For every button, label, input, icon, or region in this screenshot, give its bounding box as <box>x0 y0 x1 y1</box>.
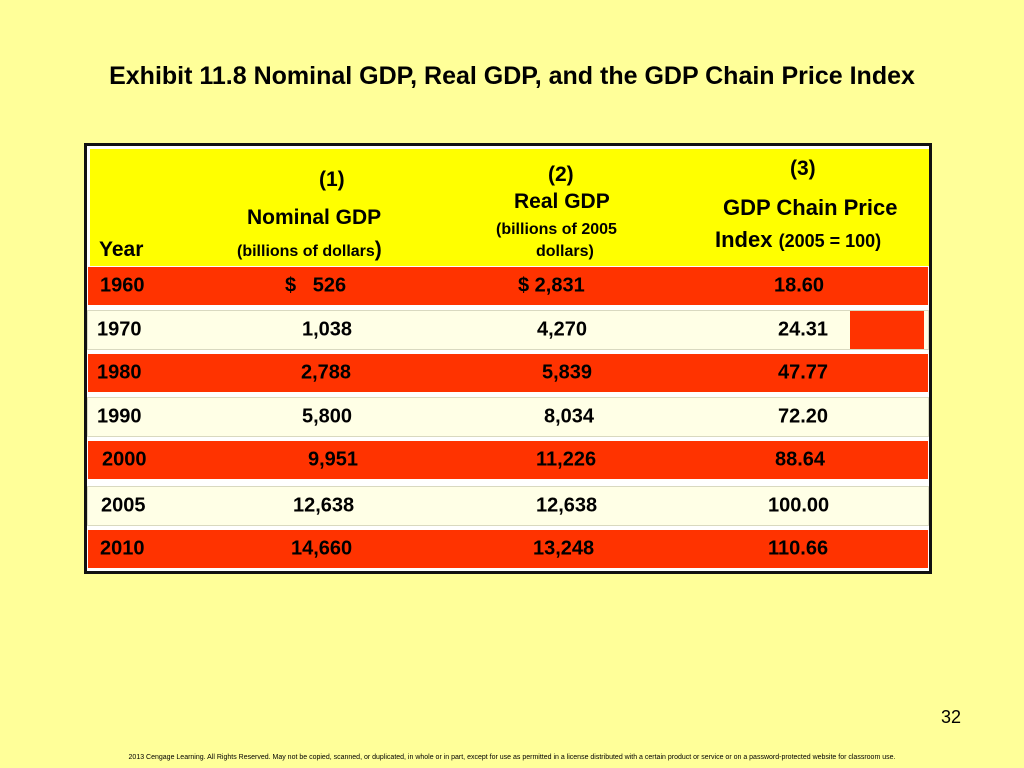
cell-year: 2005 <box>101 494 146 517</box>
cell-real-gdp: 11,226 <box>536 448 597 471</box>
table-row: 2000 9,951 11,226 88.64 <box>87 440 929 480</box>
cell-real-gdp: 5,839 <box>542 361 593 384</box>
cell-year: 1960 <box>100 274 145 297</box>
table-row: 1960 $ 526 $ 2,831 18.60 <box>87 266 929 306</box>
header-col3-number: (3) <box>790 157 816 180</box>
cell-nominal-gdp: 5,800 <box>302 405 353 428</box>
header-col2-unit-line2: dollars) <box>536 243 594 260</box>
cell-price-index: 100.00 <box>768 494 830 517</box>
header-year: Year <box>99 238 144 261</box>
table-row: 1980 2,788 5,839 47.77 <box>87 353 929 393</box>
header-col1-label: Nominal GDP <box>247 206 382 229</box>
cell-price-index: 88.64 <box>775 448 826 471</box>
header-col2-number: (2) <box>548 163 574 186</box>
cell-nominal-gdp: 9,951 <box>308 448 359 471</box>
cell-price-index: 72.20 <box>778 405 829 428</box>
table-row: 2010 14,660 13,248 110.66 <box>87 529 929 569</box>
row-edge-tab <box>850 311 924 349</box>
cell-nominal-gdp: 14,660 <box>291 537 353 560</box>
cell-price-index: 47.77 <box>778 361 829 384</box>
cell-price-index: 24.31 <box>778 318 829 341</box>
table-row: 2005 12,638 12,638 100.00 <box>87 486 929 526</box>
table-header: Year (1) Nominal GDP (billions of dollar… <box>90 149 929 266</box>
header-col2-unit-line1: (billions of 2005 <box>496 221 617 238</box>
table-row: 1990 5,800 8,034 72.20 <box>87 397 929 437</box>
cell-year: 1970 <box>97 318 142 341</box>
header-col2-label: Real GDP <box>514 190 610 213</box>
cell-year: 1990 <box>97 405 142 428</box>
gdp-table: Year (1) Nominal GDP (billions of dollar… <box>84 143 932 574</box>
header-col3-label-line1: GDP Chain Price <box>723 195 898 220</box>
cell-real-gdp: 12,638 <box>536 494 598 517</box>
cell-nominal-gdp: 1,038 <box>302 318 353 341</box>
table-row: 1970 1,038 4,270 24.31 <box>87 310 929 350</box>
cell-real-gdp: 4,270 <box>537 318 588 341</box>
cell-real-gdp: $ 2,831 <box>518 274 585 297</box>
cell-nominal-gdp: 12,638 <box>293 494 355 517</box>
cell-year: 2010 <box>100 537 145 560</box>
slide-title: Exhibit 11.8 Nominal GDP, Real GDP, and … <box>109 62 915 90</box>
cell-real-gdp: 13,248 <box>533 537 595 560</box>
cell-nominal-gdp: $ 526 <box>285 274 347 297</box>
cell-nominal-gdp: 2,788 <box>301 361 352 384</box>
cell-year: 1980 <box>97 361 142 384</box>
cell-real-gdp: 8,034 <box>544 405 595 428</box>
copyright-footer: 2013 Cengage Learning. All Rights Reserv… <box>128 754 896 761</box>
cell-price-index: 110.66 <box>768 537 829 560</box>
cell-price-index: 18.60 <box>774 274 825 297</box>
page-number: 32 <box>941 707 962 727</box>
cell-year: 2000 <box>102 448 147 471</box>
header-col3-label-line2: Index (2005 = 100) <box>715 227 882 252</box>
header-col1-unit: (billions of dollars) <box>237 238 382 261</box>
header-col1-number: (1) <box>319 168 345 191</box>
